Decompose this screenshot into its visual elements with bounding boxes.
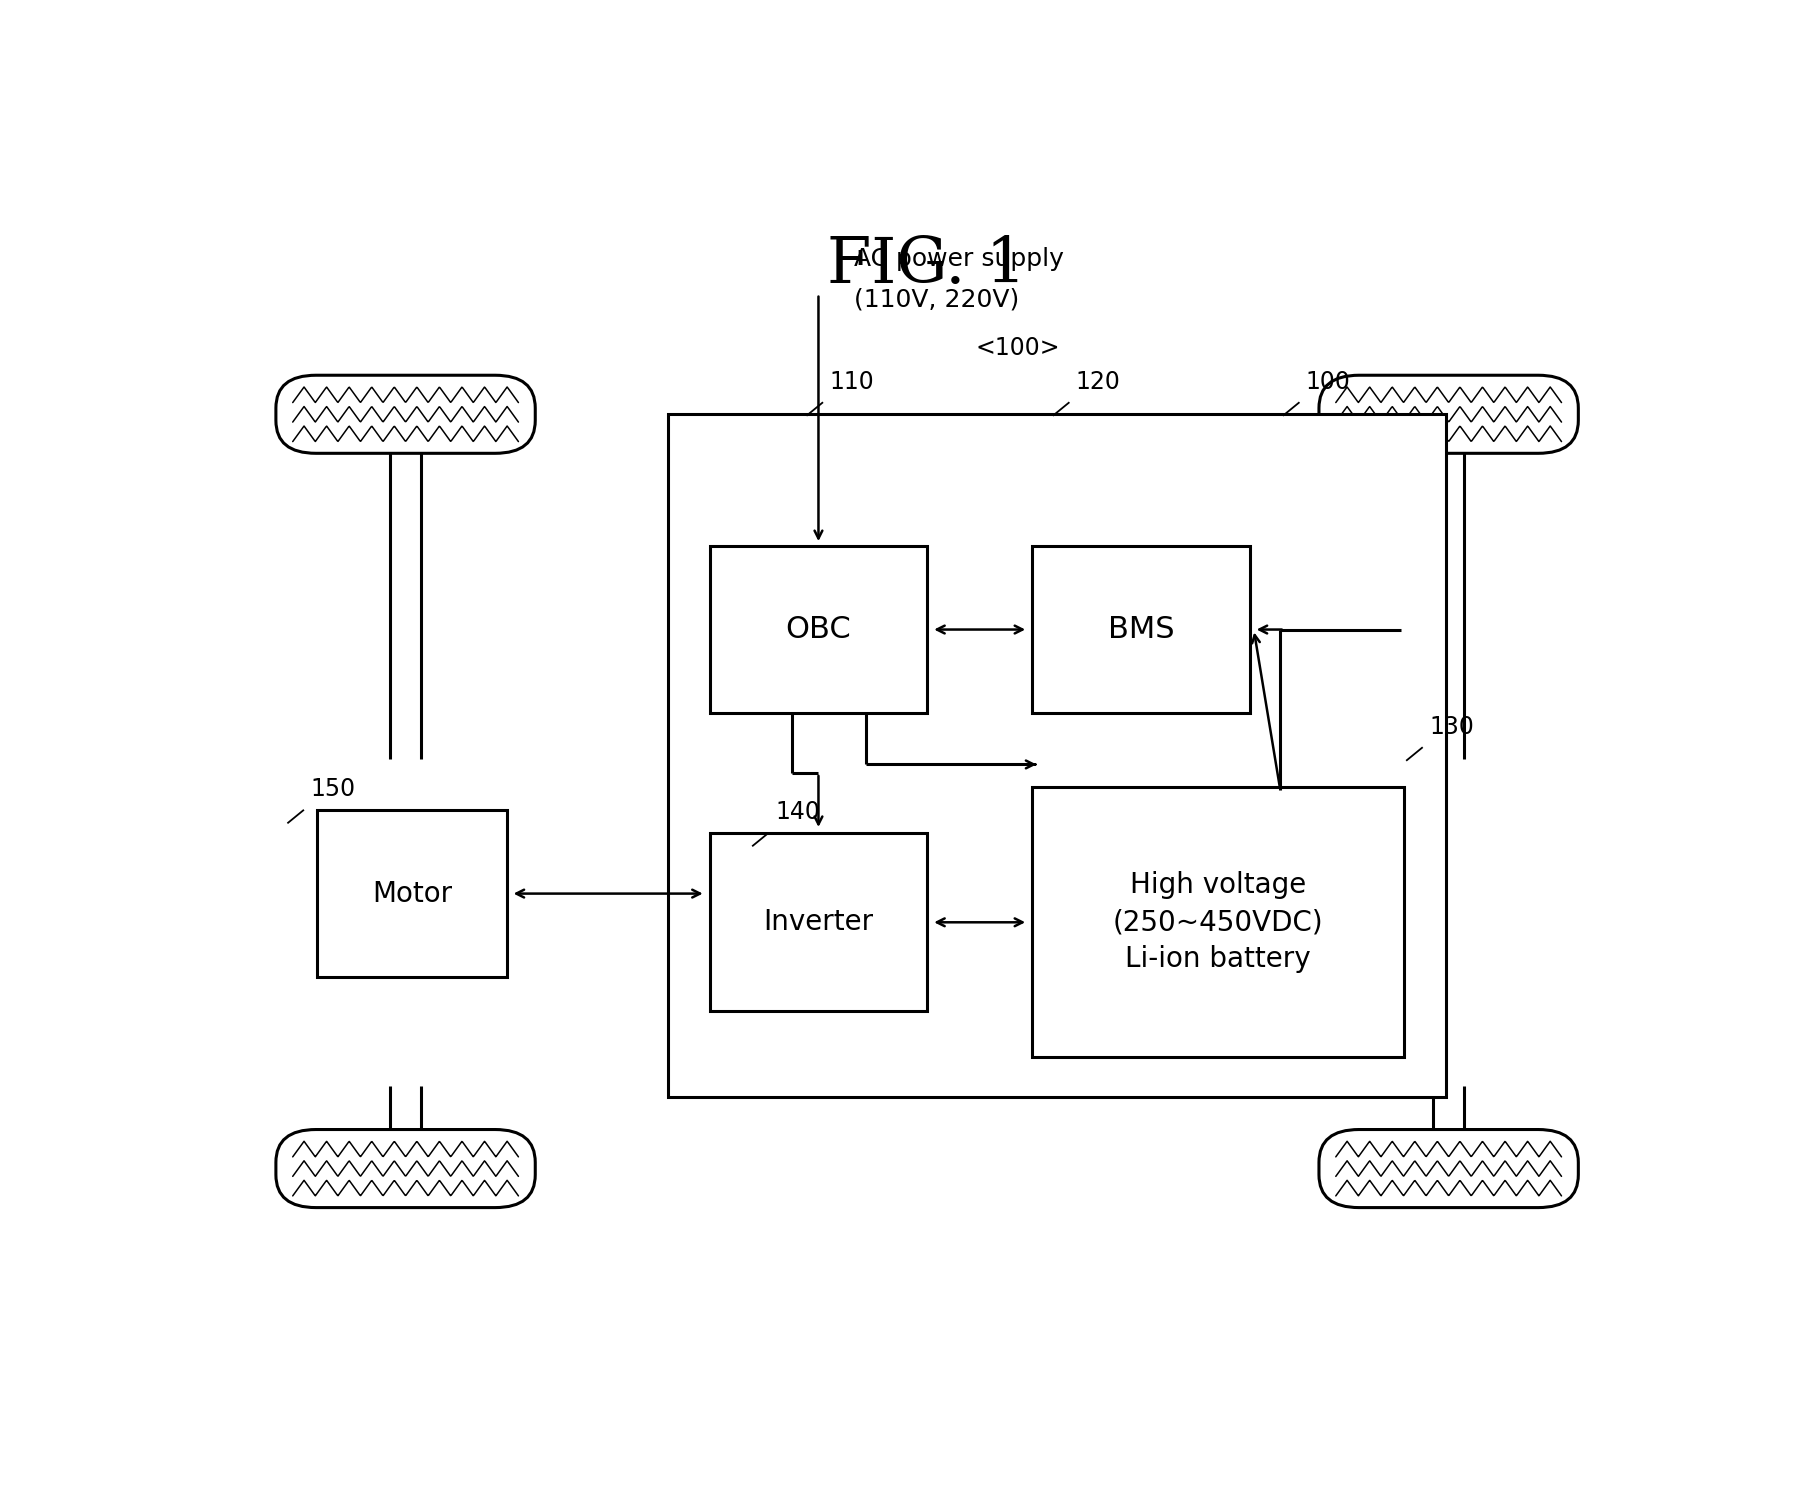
Text: 140: 140 (774, 801, 819, 825)
Text: 100: 100 (1306, 370, 1351, 394)
Text: OBC: OBC (785, 614, 852, 644)
Text: (110V, 220V): (110V, 220V) (854, 288, 1018, 312)
FancyBboxPatch shape (1319, 376, 1577, 453)
Text: Inverter: Inverter (763, 908, 874, 936)
Text: AC power supply: AC power supply (854, 248, 1064, 271)
Bar (709, 833, 928, 1011)
Text: Motor: Motor (373, 880, 452, 908)
Text: BMS: BMS (1107, 614, 1174, 644)
Bar (317, 811, 507, 977)
FancyBboxPatch shape (1319, 1130, 1577, 1208)
Text: FIG. 1: FIG. 1 (827, 234, 1028, 295)
Bar (1033, 787, 1404, 1057)
Bar (1033, 546, 1250, 713)
Text: 120: 120 (1076, 370, 1120, 394)
Bar (668, 414, 1445, 1097)
Text: High voltage
(250~450VDC)
Li-ion battery: High voltage (250~450VDC) Li-ion battery (1113, 872, 1324, 974)
Text: 110: 110 (829, 370, 874, 394)
Bar (709, 546, 928, 713)
Text: 150: 150 (311, 777, 355, 801)
FancyBboxPatch shape (277, 1130, 535, 1208)
Text: <100>: <100> (975, 335, 1060, 359)
Text: 130: 130 (1429, 714, 1474, 738)
FancyBboxPatch shape (277, 376, 535, 453)
